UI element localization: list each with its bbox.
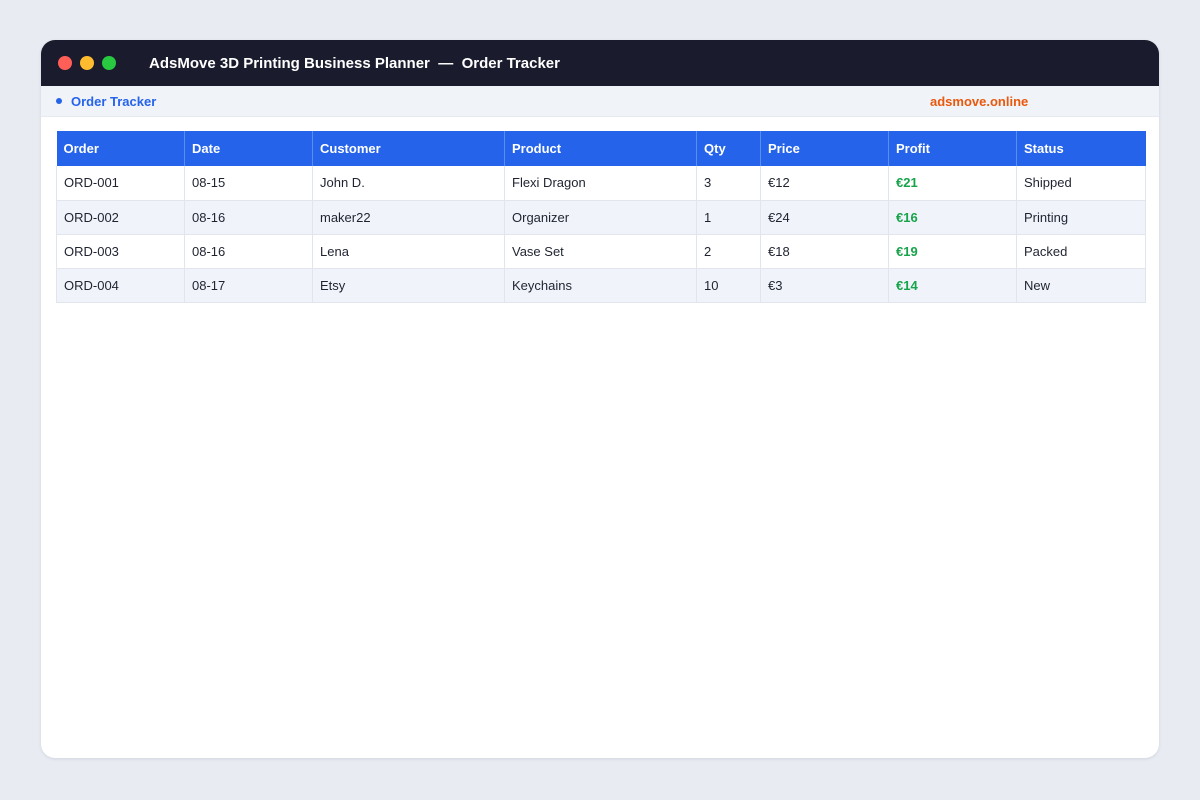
maximize-window-button[interactable] [102,56,116,70]
orders-table-container: Order Date Customer Product Qty Price Pr… [56,131,1146,303]
order-id-cell: ORD-002 [56,200,185,235]
product-cell: Organizer [504,200,697,235]
order-id-cell: ORD-003 [56,234,185,269]
status-cell: New [1016,268,1146,303]
customer-cell: maker22 [312,200,505,235]
price-cell: €24 [760,200,889,235]
breadcrumb-label: Order Tracker [71,93,157,109]
app-window: AdsMove 3D Printing Business Planner — O… [41,40,1159,758]
profit-cell: €14 [888,268,1017,303]
qty-cell: 1 [696,200,761,235]
table-row[interactable]: ORD-002 08-16 maker22 Organizer 1 €24 €1… [56,200,1146,235]
price-cell: €12 [760,166,889,201]
order-id-cell: ORD-001 [56,166,185,201]
column-header-order[interactable]: Order [56,131,185,166]
minimize-window-button[interactable] [80,56,94,70]
column-header-profit[interactable]: Profit [888,131,1017,166]
table-row[interactable]: ORD-004 08-17 Etsy Keychains 10 €3 €14 N… [56,268,1146,303]
profit-cell: €21 [888,166,1017,201]
profit-cell: €19 [888,234,1017,269]
price-cell: €18 [760,234,889,269]
qty-cell: 3 [696,166,761,201]
date-cell: 08-17 [184,268,313,303]
column-header-customer[interactable]: Customer [312,131,505,166]
order-id-cell: ORD-004 [56,268,185,303]
customer-cell: Lena [312,234,505,269]
price-cell: €3 [760,268,889,303]
status-cell: Printing [1016,200,1146,235]
date-cell: 08-16 [184,200,313,235]
table-row[interactable]: ORD-003 08-16 Lena Vase Set 2 €18 €19 Pa… [56,234,1146,269]
window-title: AdsMove 3D Printing Business Planner — O… [149,54,560,72]
qty-cell: 2 [696,234,761,269]
close-window-button[interactable] [58,56,72,70]
customer-cell: Etsy [312,268,505,303]
column-header-status[interactable]: Status [1016,131,1146,166]
table-header-row: Order Date Customer Product Qty Price Pr… [56,131,1146,166]
column-header-product[interactable]: Product [504,131,697,166]
status-cell: Shipped [1016,166,1146,201]
orders-table: Order Date Customer Product Qty Price Pr… [56,131,1146,303]
breadcrumb[interactable]: Order Tracker [56,86,156,116]
date-cell: 08-16 [184,234,313,269]
qty-cell: 10 [696,268,761,303]
title-bar: AdsMove 3D Printing Business Planner — O… [41,40,1159,86]
product-cell: Flexi Dragon [504,166,697,201]
brand-link[interactable]: adsmove.online [930,93,1029,109]
column-header-date[interactable]: Date [184,131,313,166]
sub-header: Order Tracker adsmove.online [41,86,1159,117]
bullet-icon [56,98,62,104]
status-cell: Packed [1016,234,1146,269]
column-header-price[interactable]: Price [760,131,889,166]
date-cell: 08-15 [184,166,313,201]
table-row[interactable]: ORD-001 08-15 John D. Flexi Dragon 3 €12… [56,166,1146,201]
product-cell: Keychains [504,268,697,303]
profit-cell: €16 [888,200,1017,235]
product-cell: Vase Set [504,234,697,269]
column-header-qty[interactable]: Qty [696,131,761,166]
customer-cell: John D. [312,166,505,201]
